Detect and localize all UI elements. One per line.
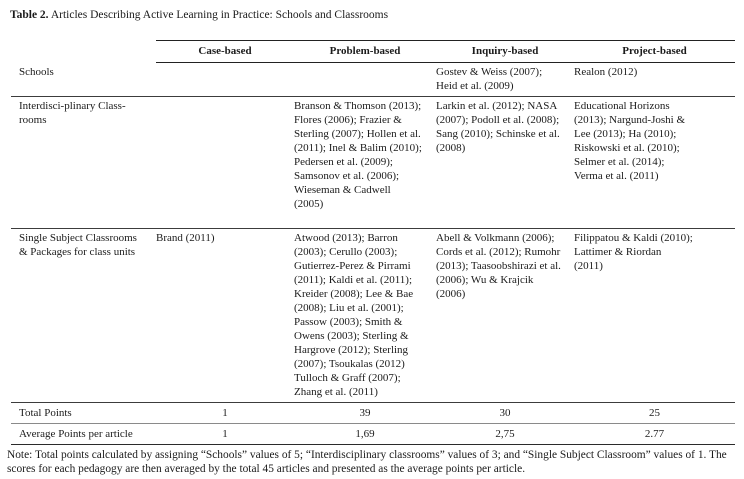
row-label-schools: Schools: [11, 62, 156, 97]
header-empty: [11, 41, 156, 63]
header-project-based: Project-based: [574, 40, 735, 63]
table-row-average-points: Average Points per article 1 1,69 2,75 2…: [11, 423, 735, 445]
cell-schools-project: Realon (2012): [574, 62, 735, 97]
cell-single-subject-case: Brand (2011): [156, 228, 294, 403]
average-points-inquiry: 2,75: [436, 423, 574, 445]
table-caption-number: Table 2.: [10, 9, 49, 21]
cell-interdisciplinary-inquiry: Larkin et al. (2012); NASA (2007); Podol…: [436, 96, 574, 229]
total-points-problem: 39: [294, 402, 436, 424]
table-row-single-subject: Single Subject Classrooms & Packages for…: [11, 228, 735, 403]
header-case-based: Case-based: [156, 40, 294, 63]
average-points-project: 2.77: [574, 423, 735, 445]
total-points-project: 25: [574, 402, 735, 424]
total-points-inquiry: 30: [436, 402, 574, 424]
table-caption-text: Articles Describing Active Learning in P…: [50, 9, 389, 21]
cell-schools-case: [156, 62, 294, 97]
row-label-interdisciplinary: Interdisci-plinary Class-rooms: [11, 96, 156, 229]
average-points-case: 1: [156, 423, 294, 445]
table-note: Note: Total points calculated by assigni…: [7, 449, 727, 475]
table-row-total-points: Total Points 1 39 30 25: [11, 402, 735, 424]
active-learning-table: Case-based Problem-based Inquiry-based P…: [11, 40, 735, 445]
row-label-total-points: Total Points: [11, 402, 156, 424]
cell-single-subject-problem: Atwood (2013); Barron (2003); Cerullo (2…: [294, 228, 436, 403]
total-points-case: 1: [156, 402, 294, 424]
header-inquiry-based: Inquiry-based: [436, 40, 574, 63]
cell-interdisciplinary-project: Educational Horizons (2013); Nargund-Jos…: [574, 96, 735, 229]
table-row-interdisciplinary: Interdisci-plinary Class-rooms Branson &…: [11, 96, 735, 229]
table-caption: Table 2. Articles Describing Active Lear…: [0, 0, 744, 22]
row-label-single-subject: Single Subject Classrooms & Packages for…: [11, 228, 156, 403]
row-label-average-points: Average Points per article: [11, 423, 156, 445]
average-points-problem: 1,69: [294, 423, 436, 445]
cell-interdisciplinary-problem: Branson & Thomson (2013); Flores (2006);…: [294, 96, 436, 229]
cell-single-subject-project: Filippatou & Kaldi (2010); Lattimer & Ri…: [574, 228, 735, 403]
cell-single-subject-inquiry: Abell & Volkmann (2006); Cords et al. (2…: [436, 228, 574, 403]
cell-schools-inquiry: Gostev & Weiss (2007); Heid et al. (2009…: [436, 62, 574, 97]
header-problem-based: Problem-based: [294, 40, 436, 63]
cell-interdisciplinary-case: [156, 96, 294, 229]
table-row-schools: Schools Gostev & Weiss (2007); Heid et a…: [11, 62, 735, 97]
cell-schools-problem: [294, 62, 436, 97]
header-row: Case-based Problem-based Inquiry-based P…: [11, 40, 735, 63]
